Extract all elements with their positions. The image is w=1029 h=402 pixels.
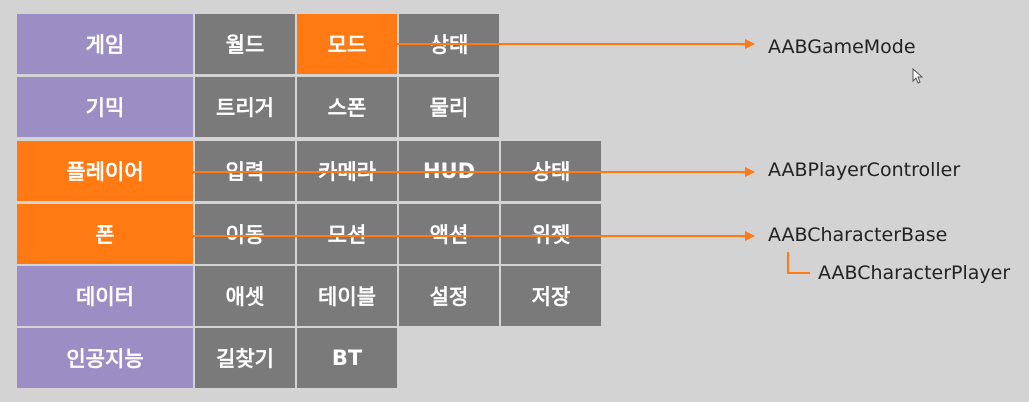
item-save: 저장 [501,266,601,326]
item-physics: 물리 [399,77,499,137]
item-settings: 설정 [399,266,499,326]
item-input: 입력 [195,141,295,201]
item-action: 액션 [399,204,499,264]
category-gimmick: 기믹 [17,77,193,137]
item-world: 월드 [195,14,295,74]
category-ai: 인공지능 [17,328,193,388]
mouse-cursor-icon [912,68,924,84]
item-game-state: 상태 [399,14,499,74]
item-movement: 이동 [195,204,295,264]
label-character-player: AABCharacterPlayer [818,262,1011,284]
item-player-state: 상태 [501,141,601,201]
label-character-base: AABCharacterBase [768,224,948,246]
label-game-mode: AABGameMode [768,36,916,58]
category-data: 데이터 [17,266,193,326]
item-camera: 카메라 [297,141,397,201]
item-hud: HUD [399,141,499,201]
item-spawn: 스폰 [297,77,397,137]
item-mode: 모드 [297,14,397,74]
item-widget: 위젯 [501,204,601,264]
inheritance-connector [787,252,810,274]
category-game: 게임 [17,14,193,74]
item-motion: 모션 [297,204,397,264]
category-player: 플레이어 [17,141,193,201]
category-pawn: 폰 [17,204,193,264]
item-trigger: 트리거 [195,77,295,137]
item-table: 테이블 [297,266,397,326]
item-bt: BT [297,328,397,388]
item-asset: 애셋 [195,266,295,326]
label-player-controller: AABPlayerController [768,159,961,181]
item-pathfinding: 길찾기 [195,328,295,388]
